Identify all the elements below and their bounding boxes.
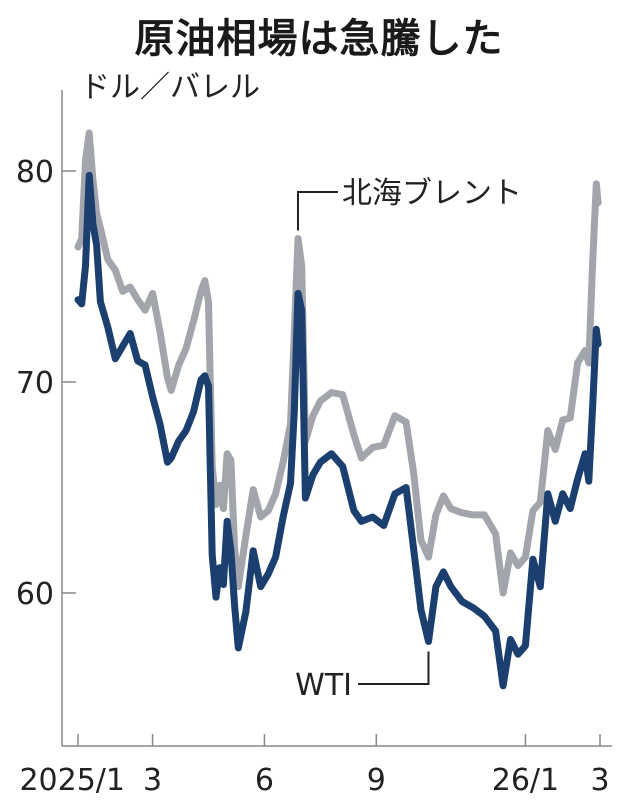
series-lines: [74, 129, 602, 690]
brent-series-label: 北海ブレント: [342, 176, 522, 211]
axes: 60 70 80 2025/1 3 6 9 26/1 3: [16, 90, 612, 798]
x-tick-label-5: 3: [590, 763, 609, 798]
y-tick-label-60: 60: [16, 577, 54, 612]
brent-leader-line: [296, 191, 338, 231]
y-axis-unit-label: ドル／バレル: [80, 70, 260, 105]
chart-title: 原油相場は急騰した: [134, 16, 504, 62]
y-tick-label-70: 70: [16, 366, 54, 401]
x-tick-label-4: 26/1: [492, 763, 559, 798]
wti-leader-line: [358, 651, 430, 685]
x-tick-label-3: 9: [367, 763, 386, 798]
y-tick-label-80: 80: [16, 155, 54, 190]
series-line-brent: [74, 129, 602, 597]
x-tick-label-1: 3: [143, 763, 162, 798]
x-tick-label-0: 2025/1: [19, 763, 125, 798]
series-annotations: 北海ブレント WTI: [295, 176, 522, 703]
x-tick-label-2: 6: [255, 763, 274, 798]
wti-series-label: WTI: [295, 668, 352, 703]
series-line-wti: [74, 171, 602, 690]
